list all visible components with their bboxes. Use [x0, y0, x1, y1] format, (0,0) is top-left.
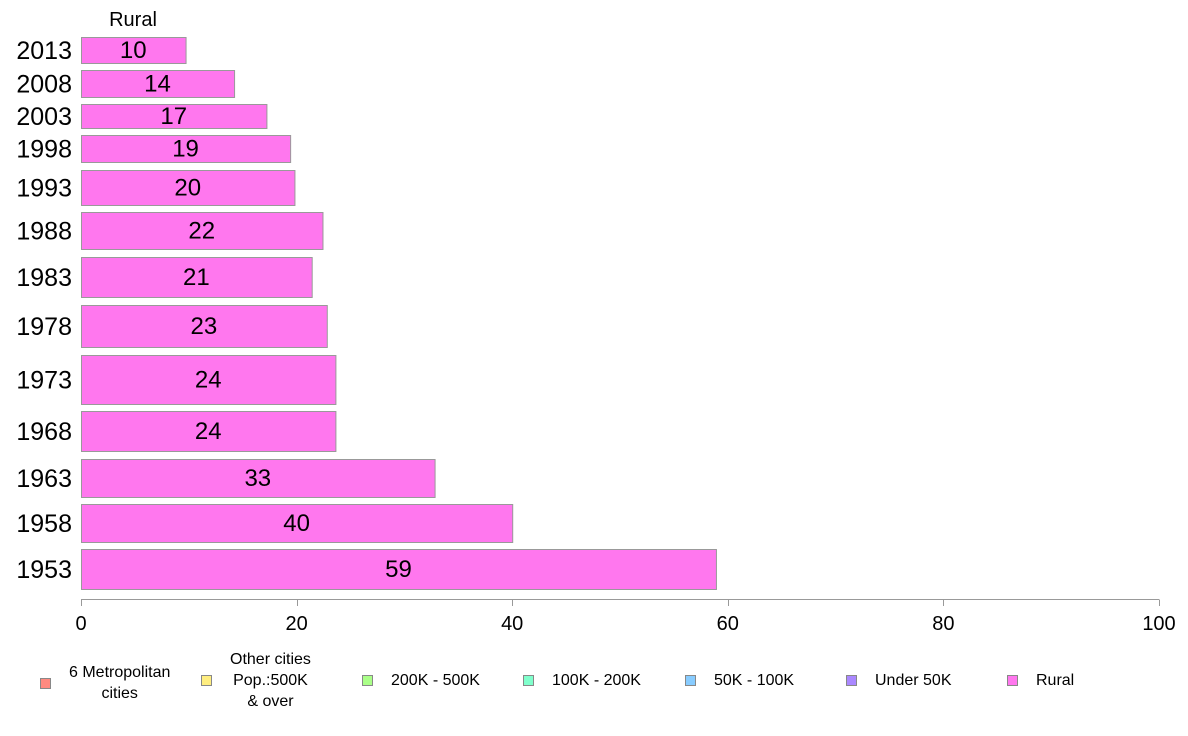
y-tick-label-2003: 2003: [16, 103, 72, 131]
legend-swatch: [685, 675, 696, 686]
y-tick-label-1983: 1983: [16, 264, 72, 292]
legend-item-200k-500k: 200K - 500K: [362, 670, 480, 691]
data-label-1983: 21: [183, 264, 210, 291]
x-tick-label-60: 60: [717, 613, 739, 635]
data-label-2013: 10: [120, 37, 147, 64]
bar-1968: [81, 411, 337, 452]
y-axis-labels: 2013 2008 2003 1998 1993 1988 1983 1978 1973 1968…: [16, 37, 72, 584]
legend-swatch: [201, 675, 212, 686]
data-label-1993: 20: [174, 175, 201, 202]
y-tick-label-1993: 1993: [16, 175, 72, 203]
data-label-1963: 33: [244, 465, 271, 492]
bar-2013: [81, 37, 187, 64]
bar-1978: [81, 305, 328, 348]
bar-1973: [81, 355, 337, 405]
legend-label: 50K - 100K: [714, 672, 795, 689]
data-label-2003: 17: [160, 103, 187, 130]
bar-1958: [81, 504, 514, 543]
bar-1983: [81, 257, 313, 298]
data-label-1988: 22: [188, 218, 215, 245]
bar-1988: [81, 212, 324, 250]
legend-item-6-metropolitan-cities: 6 Metropolitan cities: [40, 662, 170, 704]
legend-swatch: [40, 677, 51, 689]
legend-swatch: [846, 675, 857, 686]
legend-label: 100K - 200K: [552, 672, 641, 689]
legend-label: 6 Metropolitan cities: [69, 664, 171, 702]
bars-group: 10 14 17 19 20 22 21 23 24 24 33 40 59: [81, 37, 717, 590]
x-tick-label-40: 40: [501, 613, 523, 635]
y-tick-label-1988: 1988: [16, 218, 72, 246]
x-tick-label-100: 100: [1142, 613, 1175, 635]
y-tick-label-2008: 2008: [16, 71, 72, 99]
legend: 6 Metropolitan cities Other cities Pop.:…: [0, 648, 1188, 728]
legend-swatch: [523, 675, 534, 686]
y-tick-label-1963: 1963: [16, 465, 72, 493]
legend-item-other-cities: Other cities Pop.:500K & over: [201, 649, 311, 712]
bar-1993: [81, 170, 296, 206]
y-tick-label-2013: 2013: [16, 37, 72, 65]
y-tick-label-1998: 1998: [16, 136, 72, 164]
legend-item-rural: Rural: [1007, 670, 1074, 691]
x-tick-label-20: 20: [285, 613, 307, 635]
bar-1963: [81, 459, 436, 498]
y-tick-label-1958: 1958: [16, 510, 72, 538]
data-label-1998: 19: [172, 136, 199, 163]
bar-2008: [81, 70, 236, 98]
legend-item-under-50k: Under 50K: [846, 670, 952, 691]
y-tick-label-1973: 1973: [16, 367, 72, 395]
x-tick-label-0: 0: [75, 613, 86, 635]
y-tick-label-1953: 1953: [16, 556, 72, 584]
y-tick-label-1978: 1978: [16, 313, 72, 341]
legend-label: Under 50K: [875, 672, 952, 689]
data-label-1953: 59: [385, 556, 412, 583]
chart-title: Rural: [109, 9, 157, 31]
data-label-1973: 24: [195, 367, 222, 394]
data-label-2008: 14: [144, 71, 171, 98]
bar-2003: [81, 104, 268, 129]
x-tick-label-80: 80: [932, 613, 954, 635]
legend-item-100k-200k: 100K - 200K: [523, 670, 641, 691]
data-label-1968: 24: [195, 418, 222, 445]
data-label-1978: 23: [191, 313, 218, 340]
legend-label: Other cities Pop.:500K & over: [230, 651, 311, 710]
legend-label: Rural: [1036, 672, 1075, 689]
legend-label: 200K - 500K: [391, 672, 480, 689]
legend-swatch: [1007, 675, 1018, 686]
x-axis: 0 20 40 60 80 100: [75, 599, 1176, 635]
y-tick-label-1968: 1968: [16, 418, 72, 446]
legend-item-50k-100k: 50K - 100K: [685, 670, 794, 691]
bar-1953: [81, 549, 717, 590]
legend-swatch: [362, 675, 373, 686]
bar-1998: [81, 135, 292, 163]
data-label-1958: 40: [283, 510, 310, 537]
